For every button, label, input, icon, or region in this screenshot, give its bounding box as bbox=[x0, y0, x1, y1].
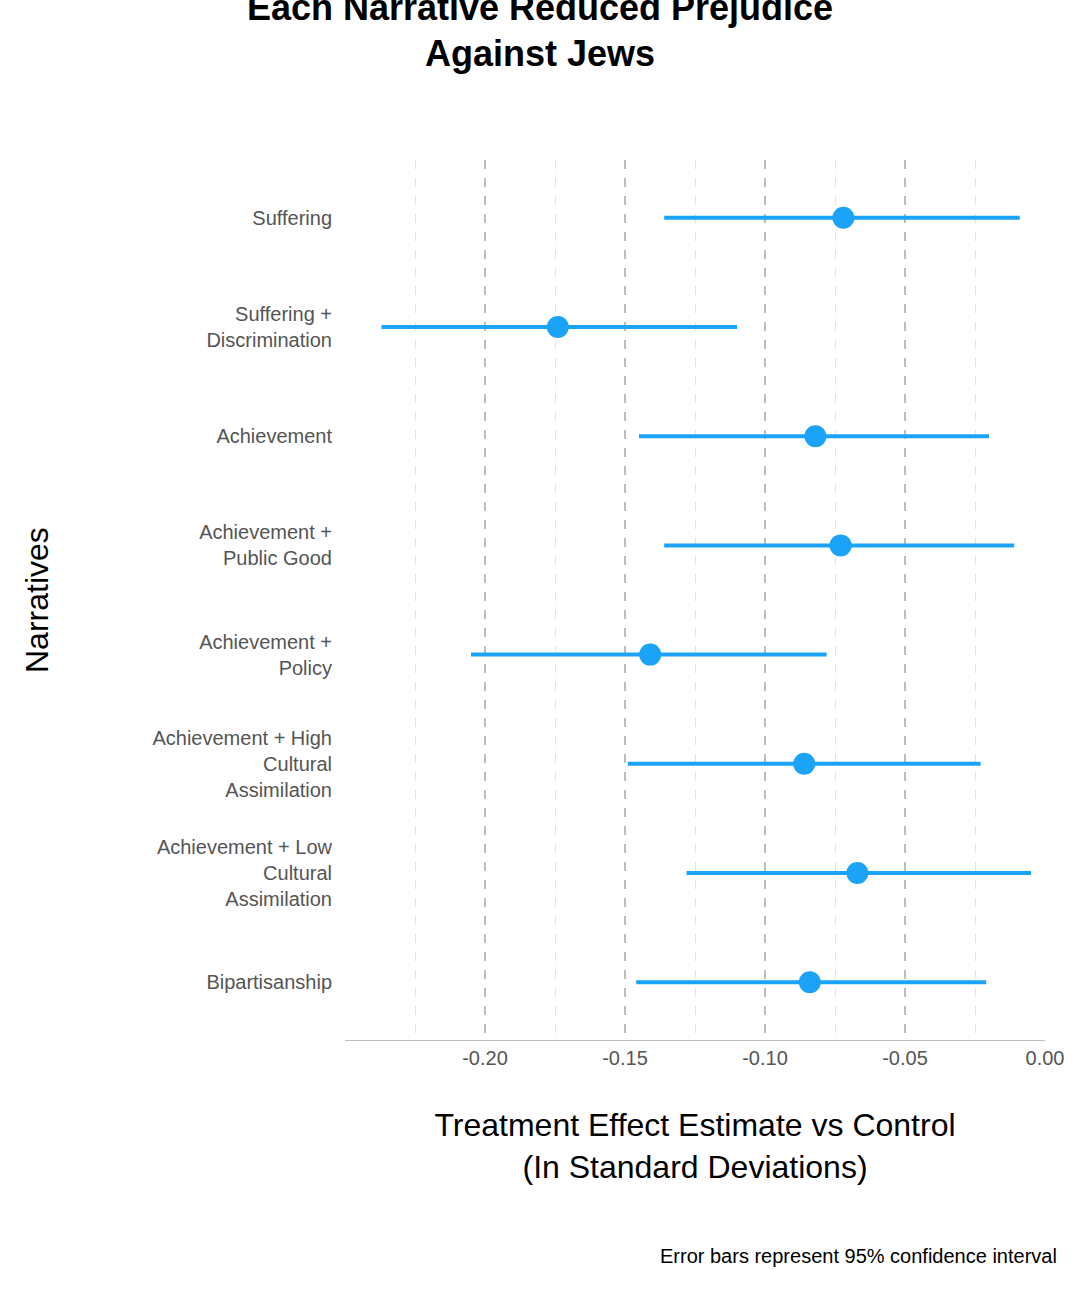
svg-text:-0.20: -0.20 bbox=[462, 1047, 508, 1069]
svg-text:Error bars represent 95% confi: Error bars represent 95% confidence inte… bbox=[660, 1245, 1057, 1267]
svg-text:Achievement: Achievement bbox=[216, 425, 332, 447]
svg-text:Bipartisanship: Bipartisanship bbox=[206, 971, 332, 993]
svg-text:Treatment Effect Estimate vs C: Treatment Effect Estimate vs Control(In … bbox=[434, 1107, 955, 1185]
svg-text:Suffering: Suffering bbox=[252, 207, 332, 229]
svg-text:0.00: 0.00 bbox=[1026, 1047, 1065, 1069]
svg-text:Achievement +Public Good: Achievement +Public Good bbox=[199, 521, 332, 569]
svg-text:Narratives: Narratives bbox=[19, 527, 55, 673]
svg-text:-0.15: -0.15 bbox=[602, 1047, 648, 1069]
svg-text:Achievement + LowCulturalAssim: Achievement + LowCulturalAssimilation bbox=[157, 836, 333, 910]
svg-text:Each Narrative Reduced Prejudi: Each Narrative Reduced PrejudiceAgainst … bbox=[247, 0, 833, 74]
svg-text:Suffering +Discrimination: Suffering +Discrimination bbox=[206, 303, 332, 351]
svg-text:Achievement + HighCulturalAssi: Achievement + HighCulturalAssimilation bbox=[152, 727, 332, 801]
svg-text:Achievement +Policy: Achievement +Policy bbox=[199, 631, 332, 679]
svg-text:-0.10: -0.10 bbox=[742, 1047, 788, 1069]
svg-text:-0.05: -0.05 bbox=[882, 1047, 928, 1069]
